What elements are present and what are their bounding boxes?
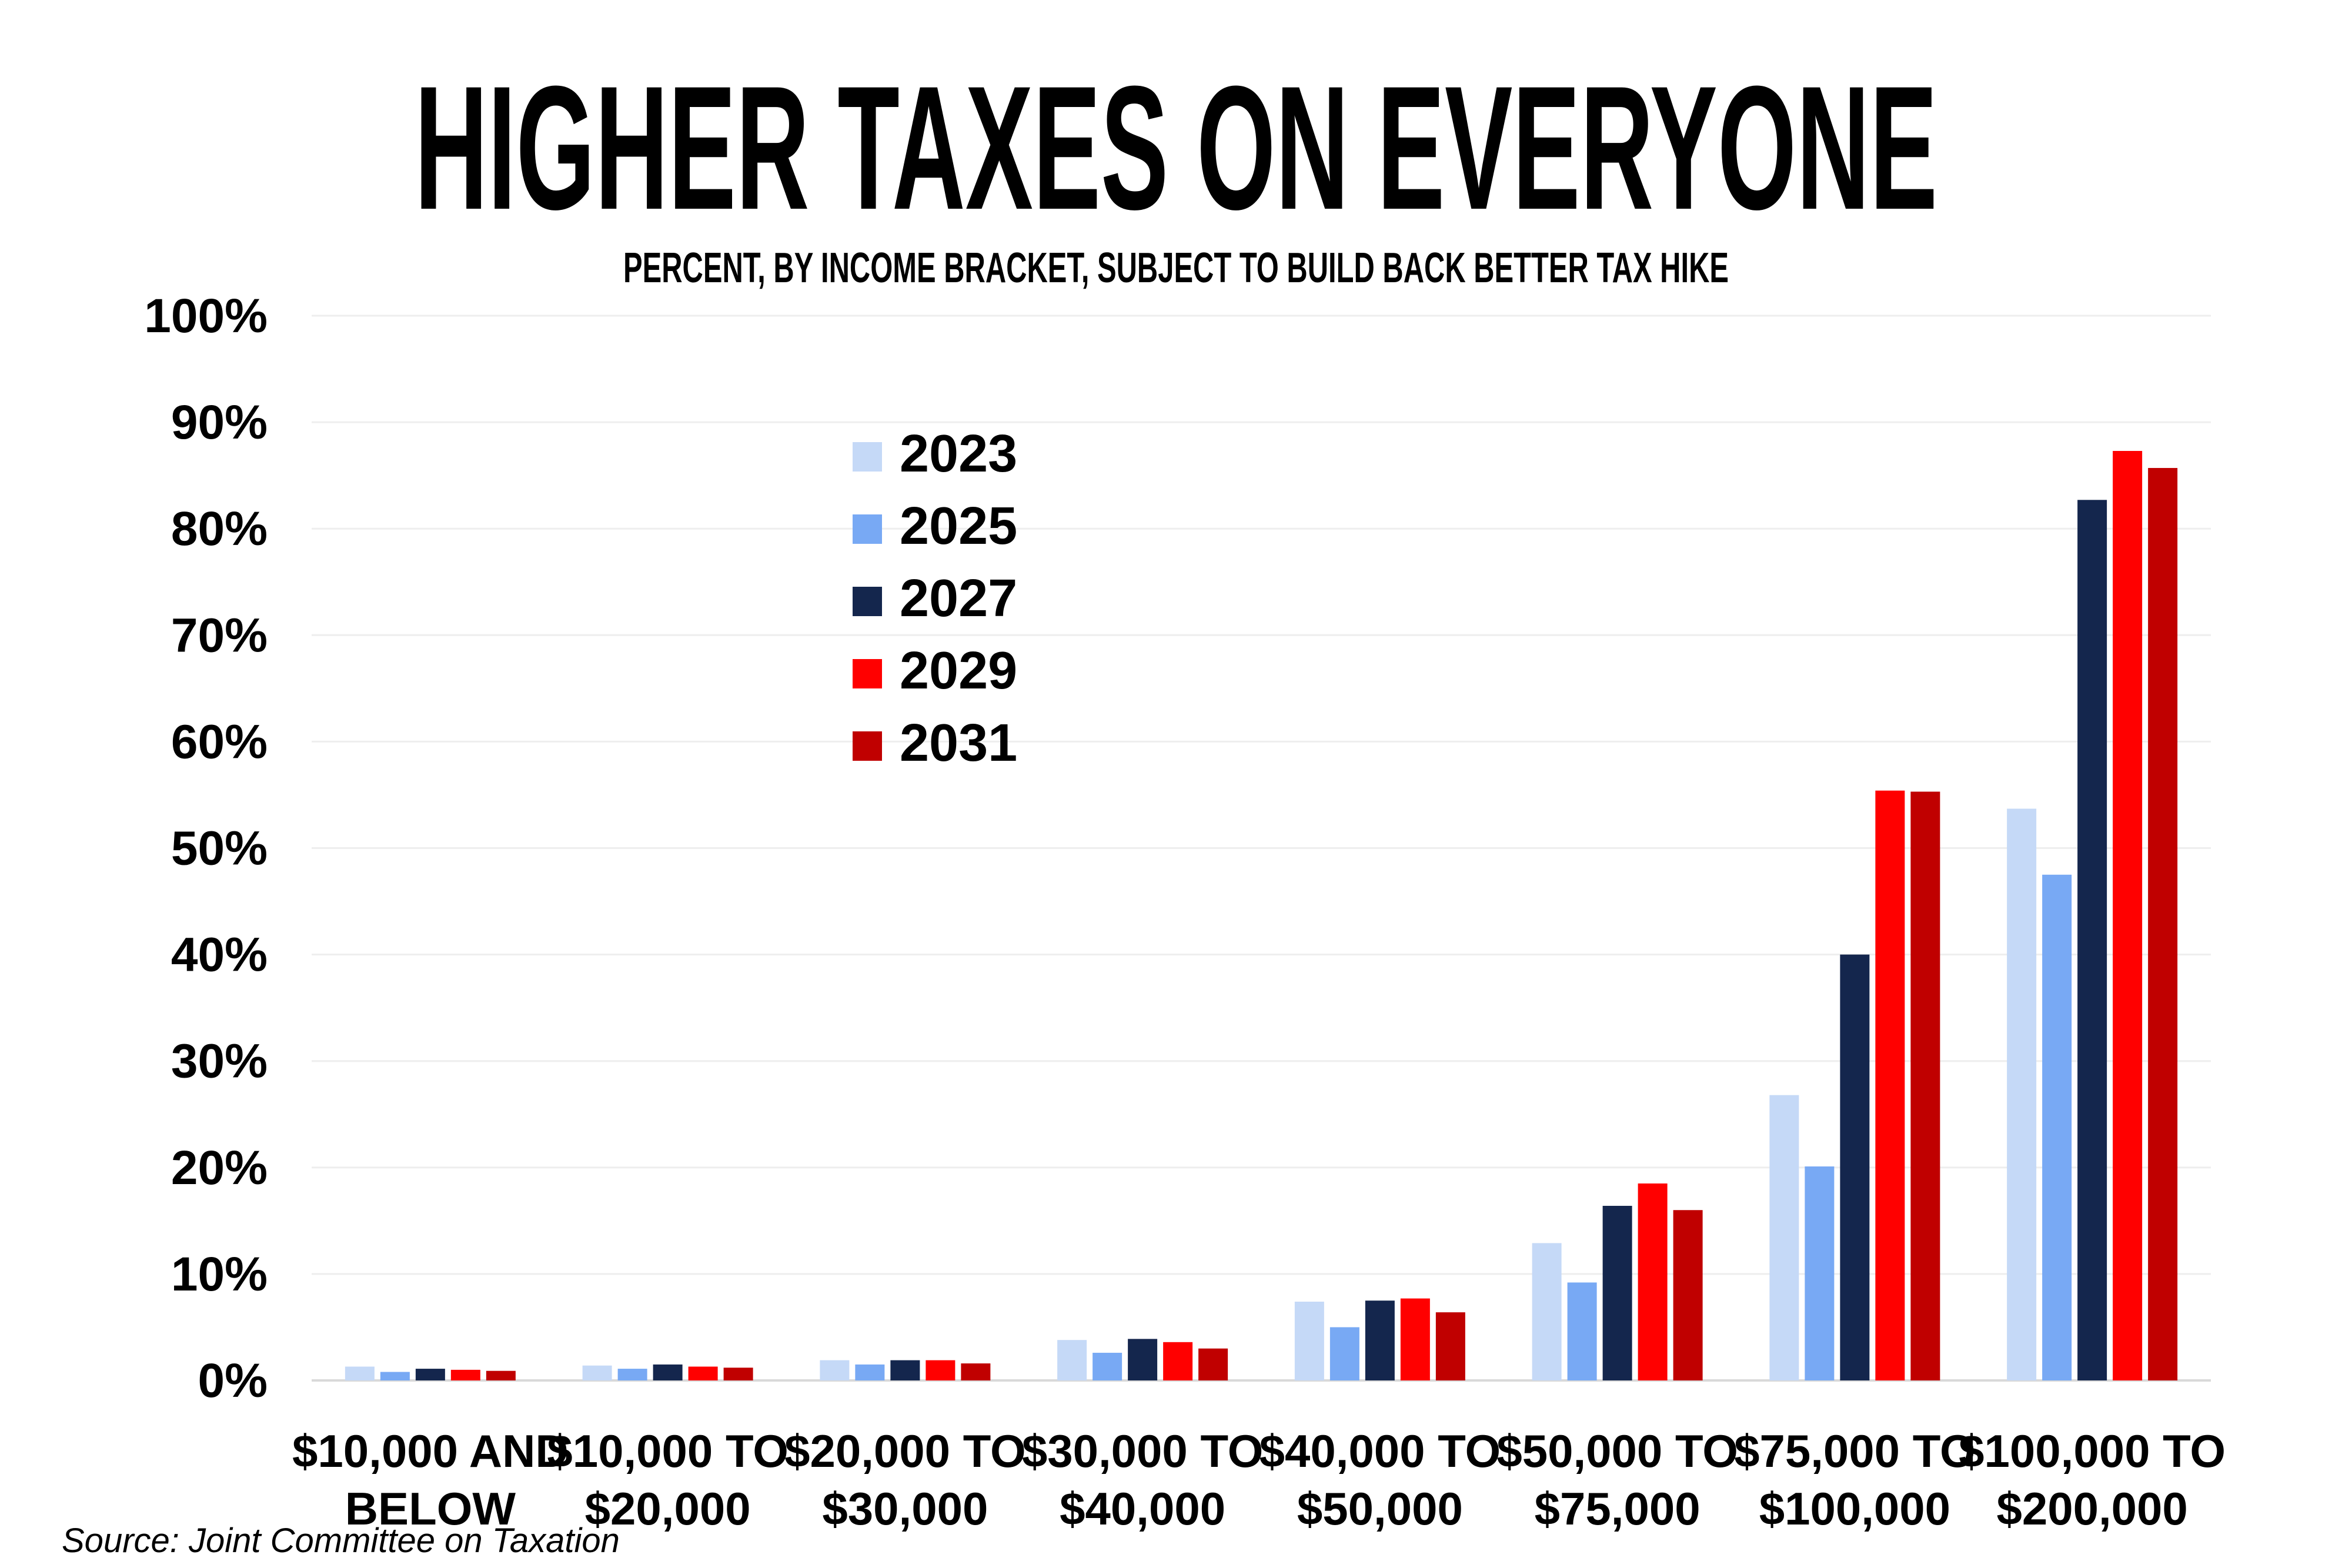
chart-title: HIGHER TAXES ON EVERYONE	[415, 49, 1937, 246]
x-tick-label-line: $20,000 TO	[784, 1425, 1026, 1477]
x-tick-label-line: $200,000	[1996, 1483, 2187, 1534]
bar-2031-3	[1198, 1348, 1228, 1380]
bar-2031-5	[1673, 1210, 1703, 1380]
y-tick-label: 50%	[171, 822, 268, 875]
bar-2023-5	[1532, 1243, 1562, 1380]
x-tick-label: $10,000 TO $20,000	[547, 1425, 789, 1534]
x-tick-label-line: $100,000 TO	[1959, 1425, 2226, 1477]
legend-label-2023: 2023	[900, 424, 1017, 483]
legend-swatch-2023	[853, 442, 882, 472]
legend-label-2029: 2029	[900, 641, 1017, 700]
bar-2023-0	[345, 1366, 375, 1380]
bar-2029-3	[1163, 1342, 1193, 1380]
chart-subtitle: PERCENT, BY INCOME BRACKET, SUBJECT TO B…	[623, 245, 1729, 292]
legend-swatch-2025	[853, 514, 882, 544]
legend-swatch-2027	[853, 587, 882, 616]
bar-2025-4	[1329, 1327, 1359, 1380]
bar-2029-6	[1875, 790, 1905, 1380]
bar-2027-4	[1365, 1300, 1395, 1380]
legend-label-2031: 2031	[900, 714, 1017, 773]
x-tick-label: $50,000 TO $75,000	[1496, 1425, 1738, 1534]
bar-2025-0	[380, 1372, 410, 1380]
y-tick-label: 80%	[171, 502, 268, 556]
bar-2023-6	[1769, 1095, 1799, 1380]
bar-2031-2	[961, 1363, 991, 1380]
bar-2025-1	[617, 1369, 647, 1380]
bar-2031-7	[2148, 467, 2178, 1380]
bar-2029-2	[926, 1360, 956, 1380]
bar-2027-6	[1840, 954, 1870, 1380]
bar-2031-0	[486, 1370, 516, 1380]
x-tick-label-line: $10,000 TO	[547, 1425, 789, 1477]
bar-2027-3	[1128, 1339, 1158, 1380]
bar-2023-1	[582, 1365, 612, 1380]
bar-2025-5	[1567, 1282, 1597, 1380]
bar-2029-1	[688, 1366, 718, 1380]
bar-2027-2	[890, 1360, 920, 1380]
legend: 2023 2025 2027 2029 2031	[853, 424, 1017, 773]
x-tick-label-line: $30,000 TO	[1022, 1425, 1264, 1477]
y-tick-label: 30%	[171, 1035, 268, 1088]
bar-2023-2	[820, 1360, 850, 1380]
y-tick-label: 100%	[144, 289, 268, 343]
bar-2025-2	[855, 1364, 885, 1380]
bar-2025-7	[2042, 874, 2072, 1380]
bar-2031-6	[1910, 791, 1940, 1380]
gridlines	[312, 315, 2211, 1382]
y-tick-label: 90%	[171, 396, 268, 449]
x-axis: $10,000 AND BELOW $10,000 TO $20,000 $20,000…	[292, 1425, 2226, 1534]
x-tick-label-line: $40,000 TO	[1259, 1425, 1501, 1477]
bar-2029-7	[2113, 450, 2143, 1380]
x-tick-label-line: $30,000	[822, 1483, 988, 1534]
y-axis: 0% 10% 20% 30% 40% 50% 60% 70% 80% 90% 100%	[144, 289, 268, 1407]
y-tick-label: 0%	[198, 1354, 268, 1407]
legend-swatch-2031	[853, 731, 882, 761]
bar-2025-6	[1805, 1166, 1835, 1380]
legend-label-2025: 2025	[900, 497, 1017, 556]
x-tick-label: $40,000 TO $50,000	[1259, 1425, 1501, 1534]
x-tick-label: $20,000 TO $30,000	[784, 1425, 1026, 1534]
x-tick-label-line: $50,000	[1297, 1483, 1463, 1534]
x-tick-label-line: $10,000 AND	[292, 1425, 569, 1477]
x-tick-label-line: $75,000 TO	[1734, 1425, 1976, 1477]
bar-2027-5	[1602, 1205, 1632, 1380]
x-tick-label: $10,000 AND BELOW	[292, 1425, 569, 1534]
bar-2027-1	[653, 1364, 683, 1380]
y-tick-label: 60%	[171, 715, 268, 768]
bar-2029-0	[450, 1369, 480, 1380]
x-tick-label-line: $100,000	[1759, 1483, 1950, 1534]
x-tick-label: $30,000 TO $40,000	[1022, 1425, 1264, 1534]
x-tick-label: $100,000 TO $200,000	[1959, 1425, 2226, 1534]
x-tick-label-line: $40,000	[1060, 1483, 1225, 1534]
x-tick-label: $75,000 TO $100,000	[1734, 1425, 1976, 1534]
bar-2023-4	[1294, 1301, 1324, 1380]
y-tick-label: 70%	[171, 609, 268, 662]
y-tick-label: 20%	[171, 1141, 268, 1195]
bar-2029-4	[1400, 1298, 1430, 1380]
x-tick-label-line: $75,000	[1535, 1483, 1700, 1534]
x-tick-label-line: $50,000 TO	[1496, 1425, 1738, 1477]
y-tick-label: 40%	[171, 928, 268, 982]
bar-2023-7	[2007, 808, 2037, 1380]
source-note: Source: Joint Committee on Taxation	[62, 1522, 620, 1560]
bar-2023-3	[1057, 1340, 1087, 1380]
bar-2027-0	[415, 1369, 445, 1380]
x-tick-label-line: $20,000	[585, 1483, 751, 1534]
bar-2031-1	[723, 1368, 753, 1380]
x-tick-label-line: BELOW	[345, 1483, 516, 1534]
bar-2029-5	[1638, 1183, 1668, 1380]
legend-label-2027: 2027	[900, 569, 1017, 628]
bar-2025-3	[1093, 1352, 1122, 1380]
bar-2031-4	[1435, 1312, 1465, 1380]
legend-swatch-2029	[853, 659, 882, 688]
bar-2027-7	[2077, 500, 2107, 1380]
bars	[345, 450, 2178, 1380]
y-tick-label: 10%	[171, 1248, 268, 1301]
